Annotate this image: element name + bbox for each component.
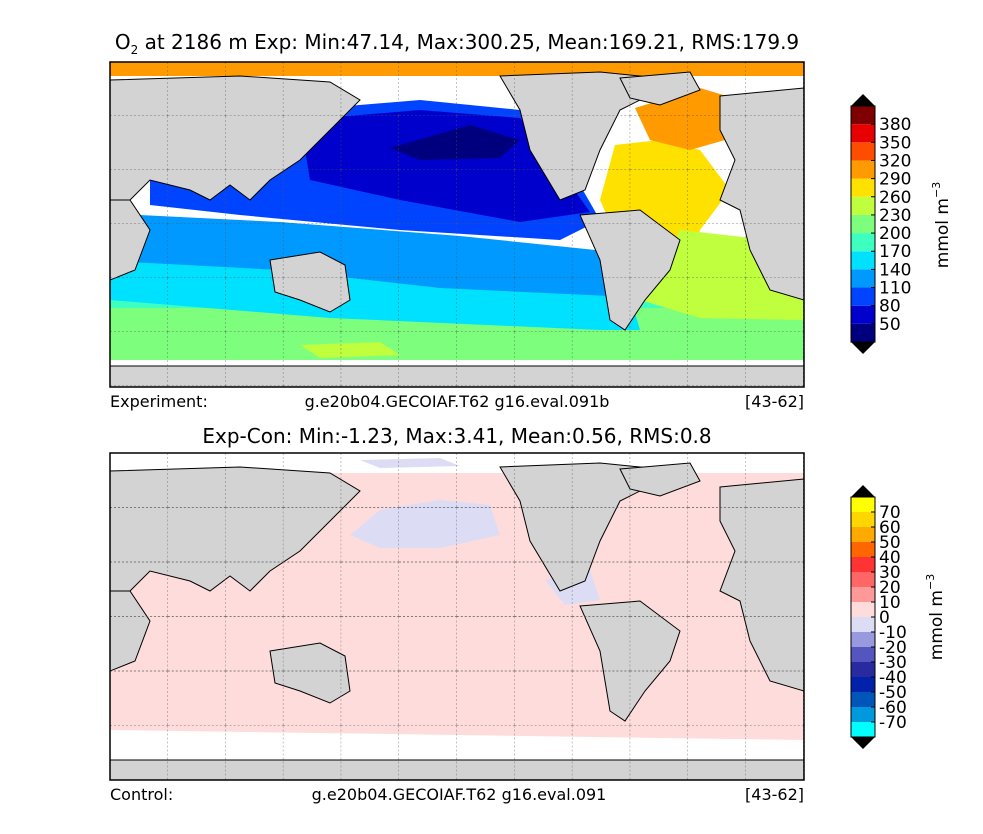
colorbar-under-arrow [851, 342, 875, 354]
difference-footer-right: [43-62] [745, 785, 804, 804]
colorbar-segment [851, 233, 875, 252]
colorbar-segment [851, 692, 875, 707]
map-grid [110, 453, 804, 780]
colorbar-segment [851, 178, 875, 197]
experiment-map-frame [109, 61, 805, 388]
colorbar-tick-label: 10 [879, 593, 901, 613]
difference-footer-mid: g.e20b04.GECOIAF.T62 g16.eval.091 [312, 785, 607, 804]
colorbar-tick-label: 320 [879, 151, 911, 171]
colorbar-tick-label: 260 [879, 188, 911, 208]
experiment-panel: O2 at 2186 m Exp: Min:47.14, Max:300.25,… [109, 30, 953, 411]
colorbar-tick-label: -50 [879, 683, 907, 703]
colorbar-tick-label: -10 [879, 623, 907, 643]
colorbar-segment [851, 587, 875, 602]
colorbar-tick-label: 170 [879, 242, 911, 262]
colorbar-tick-label: 50 [879, 533, 901, 553]
colorbar-tick-label: 0 [879, 608, 890, 628]
colorbar-tick-label: 50 [879, 315, 901, 335]
colorbar-under-arrow [851, 737, 875, 749]
colorbar-segment [851, 662, 875, 677]
colorbar-segment [851, 602, 875, 617]
experiment-footer-mid: g.e20b04.GECOIAF.T62 g16.eval.091b [305, 392, 610, 411]
difference-map-frame [109, 452, 805, 781]
colorbar-tick-label: -70 [879, 713, 907, 733]
colorbar-tick-label: 200 [879, 224, 911, 244]
colorbar-tick-label: -20 [879, 638, 907, 658]
colorbar-tick-label: -30 [879, 653, 907, 673]
colorbar-tick-label: 80 [879, 297, 901, 317]
colorbar-tick-label: 110 [879, 279, 911, 299]
colorbar-tick-label: 40 [879, 548, 901, 568]
colorbar-segment [851, 722, 875, 737]
colorbar-segment [851, 196, 875, 215]
colorbar-segment [851, 542, 875, 557]
experiment-colorbar-label: mmol m−3 [930, 182, 953, 268]
colorbar-tick-label: 30 [879, 563, 901, 583]
map-grid [110, 62, 804, 387]
colorbar-segment [851, 527, 875, 542]
experiment-map [110, 62, 804, 387]
colorbar-segment [851, 557, 875, 572]
colorbar-tick-label: 380 [879, 115, 911, 135]
colorbar-segment [851, 647, 875, 662]
colorbar-segment [851, 251, 875, 270]
colorbar-segment [851, 323, 875, 342]
colorbar-segment [851, 512, 875, 527]
experiment-title: O2 at 2186 m Exp: Min:47.14, Max:300.25,… [115, 30, 799, 57]
colorbar-segment [851, 497, 875, 512]
colorbar-segment [851, 124, 875, 143]
colorbar-segment [851, 287, 875, 306]
colorbar-tick-label: 70 [879, 503, 901, 523]
colorbar-tick-label: -60 [879, 698, 907, 718]
experiment-footer-left: Experiment: [110, 392, 208, 411]
colorbar-segment [851, 305, 875, 324]
colorbar-segment [851, 160, 875, 179]
colorbar-over-arrow [851, 485, 875, 497]
difference-panel: Exp-Con: Min:-1.23, Max:3.41, Mean:0.56,… [109, 424, 947, 804]
colorbar-segment [851, 632, 875, 647]
colorbar-tick-label: 20 [879, 578, 901, 598]
colorbar-tick-label: 140 [879, 260, 911, 280]
difference-footer-left: Control: [110, 785, 173, 804]
colorbar-over-arrow [851, 94, 875, 106]
colorbar-tick-label: 290 [879, 170, 911, 190]
colorbar-segment [851, 214, 875, 234]
difference-colorbar-label: mmol m−3 [924, 574, 947, 660]
colorbar-segment [851, 269, 875, 288]
experiment-footer-right: [43-62] [745, 392, 804, 411]
colorbar-segment [851, 106, 875, 125]
colorbar-segment [851, 572, 875, 587]
colorbar-segment [851, 142, 875, 161]
colorbar-tick-label: -40 [879, 668, 907, 688]
difference-title: Exp-Con: Min:-1.23, Max:3.41, Mean:0.56,… [202, 424, 711, 448]
colorbar-segment [851, 707, 875, 722]
colorbar-segment [851, 617, 875, 632]
colorbar-segment [851, 677, 875, 692]
colorbar-frame [850, 105, 876, 343]
colorbar-tick-label: 60 [879, 518, 901, 538]
colorbar-tick-label: 230 [879, 206, 911, 226]
difference-map [110, 453, 804, 780]
colorbar-tick-label: 350 [879, 133, 911, 153]
